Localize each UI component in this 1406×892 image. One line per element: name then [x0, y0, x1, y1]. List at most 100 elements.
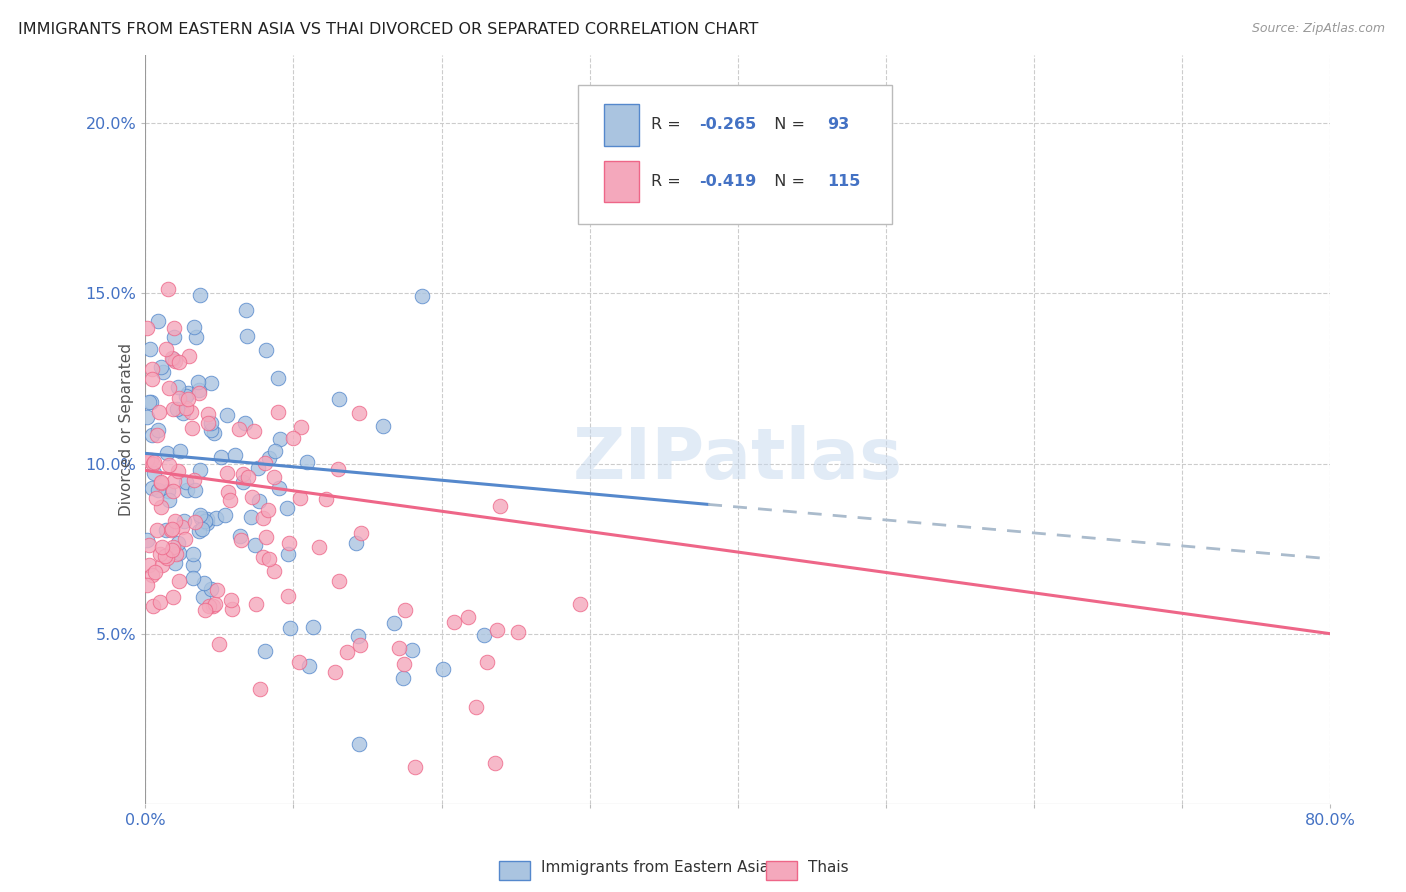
Point — [257, 502, 280, 516]
Point — [149, 595, 172, 609]
Point — [150, 475, 173, 490]
Text: N =: N = — [763, 117, 810, 132]
Point — [148, 314, 170, 328]
Point — [190, 511, 212, 525]
Point — [315, 491, 337, 506]
Point — [269, 432, 291, 446]
Point — [191, 590, 214, 604]
Point — [205, 511, 228, 525]
Point — [146, 427, 169, 442]
Text: N =: N = — [763, 174, 810, 189]
Point — [197, 407, 219, 421]
Text: ZIPatlas: ZIPatlas — [572, 425, 903, 494]
Point — [172, 406, 194, 420]
Point — [205, 583, 228, 598]
Point — [221, 601, 243, 615]
Point — [214, 508, 236, 522]
Point — [217, 485, 239, 500]
Point — [350, 525, 373, 540]
Point — [228, 422, 250, 436]
Point — [231, 533, 253, 548]
Point — [569, 597, 592, 611]
Point — [141, 371, 163, 385]
Point — [143, 454, 166, 468]
Point — [141, 481, 163, 495]
Point — [267, 481, 290, 495]
Point — [484, 756, 506, 770]
Point — [382, 616, 405, 631]
Point — [236, 329, 259, 343]
Point — [142, 599, 165, 614]
Point — [139, 342, 162, 356]
Point — [488, 500, 510, 514]
Point — [181, 547, 204, 561]
Point — [157, 381, 180, 395]
Point — [204, 597, 226, 611]
Point — [328, 574, 350, 588]
Point — [215, 409, 238, 423]
Point — [243, 424, 266, 438]
Point — [328, 392, 350, 406]
Bar — [605, 161, 640, 202]
Point — [188, 287, 211, 301]
Point — [298, 658, 321, 673]
Point — [190, 463, 212, 477]
Point — [160, 543, 183, 558]
Point — [135, 577, 157, 591]
Text: -0.265: -0.265 — [699, 117, 756, 132]
Point — [138, 538, 160, 552]
Point — [156, 282, 179, 296]
Point — [146, 524, 169, 538]
Point — [141, 428, 163, 442]
Point — [349, 638, 371, 652]
Point — [217, 467, 239, 481]
Point — [155, 523, 177, 537]
Point — [200, 376, 222, 390]
Point — [193, 575, 215, 590]
Point — [474, 627, 496, 641]
Point — [249, 681, 271, 696]
Point — [148, 547, 170, 561]
Point — [160, 523, 183, 537]
Point — [141, 453, 163, 467]
Point — [181, 572, 204, 586]
Point — [486, 623, 509, 637]
Point — [254, 530, 277, 544]
Point — [465, 700, 488, 714]
Point — [179, 350, 201, 364]
Point — [344, 535, 367, 549]
Point — [240, 510, 263, 524]
Point — [163, 329, 186, 343]
Point — [209, 450, 232, 464]
Point — [160, 351, 183, 365]
Point — [245, 597, 267, 611]
Point — [167, 380, 190, 394]
Point — [263, 564, 285, 578]
Point — [392, 671, 415, 685]
FancyBboxPatch shape — [578, 85, 891, 224]
Point — [141, 362, 163, 376]
Point — [150, 359, 173, 374]
Point — [177, 392, 200, 406]
Point — [138, 394, 160, 409]
Text: R =: R = — [651, 174, 686, 189]
Point — [146, 483, 169, 498]
Point — [336, 645, 359, 659]
Point — [347, 406, 370, 420]
Point — [162, 540, 184, 554]
Point — [277, 589, 299, 603]
Point — [347, 629, 370, 643]
Point — [150, 475, 173, 489]
Point — [145, 491, 167, 506]
Point — [232, 475, 254, 489]
Point — [167, 392, 190, 406]
Point — [150, 558, 173, 572]
Point — [267, 371, 290, 385]
Point — [432, 662, 454, 676]
Point — [191, 522, 214, 536]
Text: Thais: Thais — [808, 861, 849, 875]
Point — [288, 491, 311, 506]
Point — [155, 343, 177, 357]
Point — [302, 620, 325, 634]
Point — [135, 321, 157, 335]
